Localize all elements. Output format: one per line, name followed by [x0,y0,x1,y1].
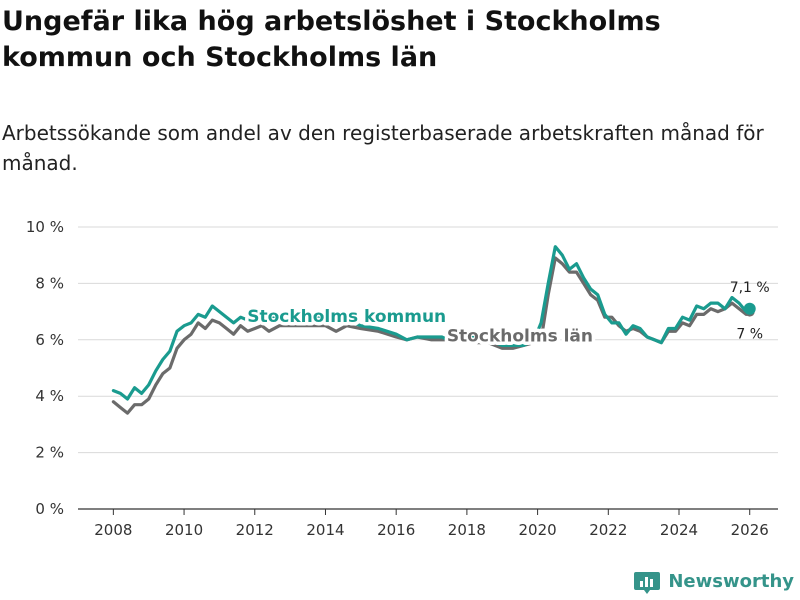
series-line-stockholms-kommun [111,245,752,401]
x-tick-label: 2018 [448,521,486,539]
y-tick-label: 4 % [35,387,64,405]
series-label-stockholms-lan: Stockholms län [447,327,593,347]
x-tick-label: 2012 [236,521,274,539]
x-tick-label: 2014 [306,521,344,539]
end-label-stockholms-kommun: 7,1 % [730,280,770,296]
x-tick-label: 2008 [94,521,132,539]
chart-title: Ungefär lika hög arbetslöshet i Stockhol… [2,6,661,73]
y-tick-label: 6 % [35,331,64,349]
x-tick-label: 2022 [589,521,627,539]
x-tick-label: 2024 [660,521,698,539]
y-tick-label: 10 % [26,218,64,236]
chart-subtitle: Arbetssökande som andel av den registerb… [2,121,764,175]
y-tick-label: 0 % [35,500,64,518]
end-point-stockholms-kommun [743,302,756,315]
y-tick-label: 8 % [35,274,64,292]
end-label-stockholms-lan: 7 % [736,327,763,343]
x-tick-label: 2010 [165,521,203,539]
y-tick-label: 2 % [35,444,64,462]
x-tick-label: 2016 [377,521,415,539]
x-tick-label: 2020 [519,521,557,539]
bar-chart-icon [634,572,661,594]
brand-name: Newsworthy [668,570,794,592]
line-chart: 0 % 2 % 4 % 6 % 8 % 10 % 2008 2010 2012 2014 2016 2… [26,218,778,539]
x-tick-label: 2026 [731,521,769,539]
brand-logo: Newsworthy [634,568,794,594]
series-label-stockholms-kommun: Stockholms kommun [247,307,446,327]
